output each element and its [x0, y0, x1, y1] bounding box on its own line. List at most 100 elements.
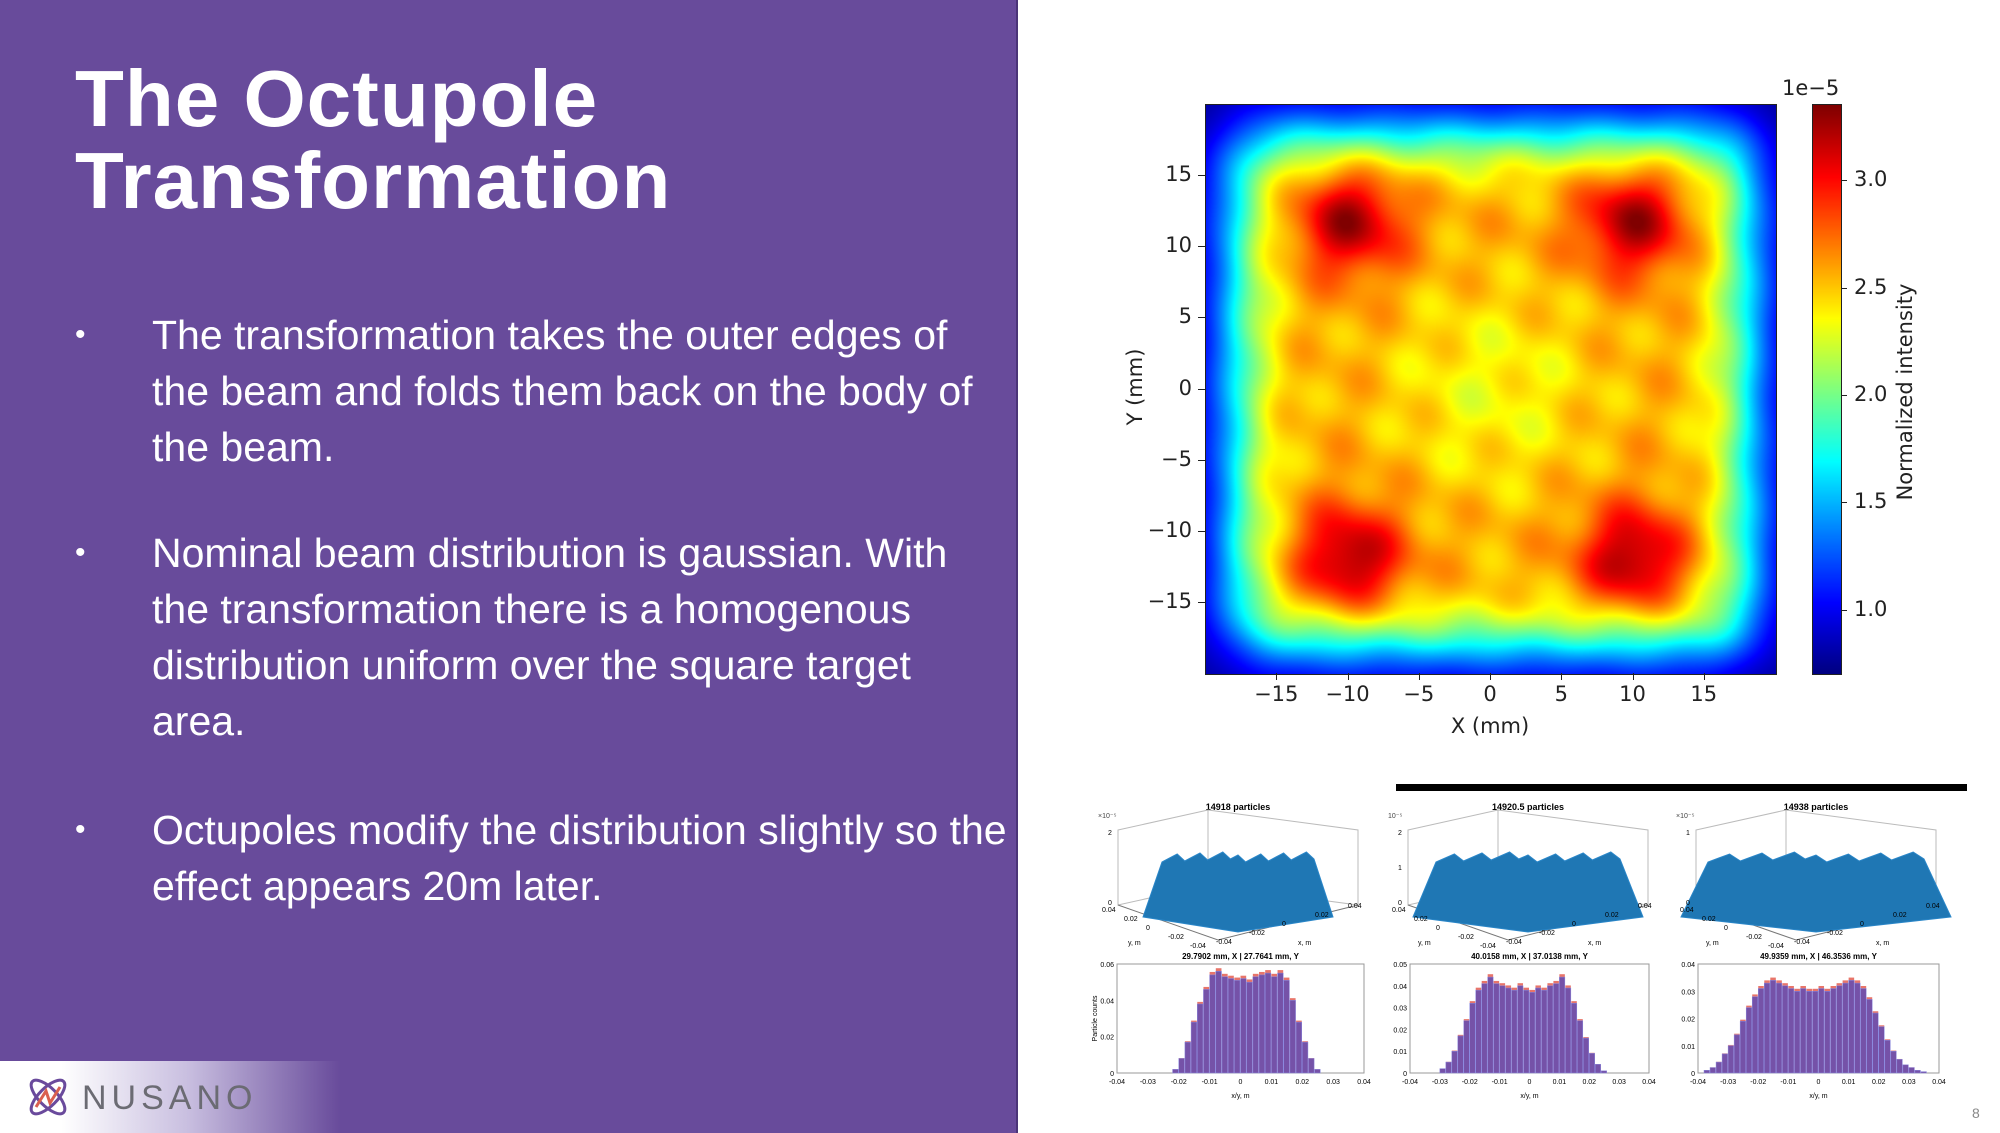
- x-tick-label: -0.03: [1140, 1079, 1156, 1086]
- colorbar-tick-label: 1.5: [1854, 489, 1888, 514]
- plot-title: 14920.5 particles: [1492, 802, 1564, 812]
- y-tick-mark: [1198, 388, 1205, 390]
- histogram-bar: [1806, 991, 1813, 1074]
- bullet-dot: •: [75, 813, 86, 846]
- histogram-bar: [1240, 978, 1247, 1074]
- histogram-bar: [1209, 974, 1216, 1074]
- 3d-histogram-surface: [1412, 851, 1644, 933]
- y-tick-label: 0.03: [1393, 1006, 1407, 1013]
- nusano-logo: NUSANO: [0, 1061, 340, 1133]
- histogram-bar-red: [1265, 970, 1271, 1073]
- histogram-bar: [1571, 1002, 1578, 1074]
- histogram-bar-red: [1818, 985, 1825, 1073]
- x-tick-mark: [1561, 673, 1563, 680]
- y-axis-label: y, m: [1418, 940, 1431, 947]
- x-tick-label: -0.02: [1827, 930, 1843, 937]
- x-tick-label: -0.01: [1202, 1079, 1218, 1086]
- bullet-text: The transformation takes the outer edges…: [152, 312, 973, 470]
- histogram-bar: [1505, 987, 1512, 1074]
- histogram-bar: [1439, 1068, 1446, 1074]
- x-tick-label: -0.01: [1492, 1079, 1508, 1086]
- x-tick-label: 0: [1483, 682, 1497, 706]
- x-tick-label: 0.02: [1872, 1079, 1886, 1086]
- x-tick-label: −10: [1325, 682, 1370, 706]
- y-tick-label: 0: [1436, 925, 1440, 932]
- histogram-bar-red: [1209, 971, 1216, 1073]
- x-tick-label: -0.03: [1432, 1079, 1448, 1086]
- plot-title: 40.0158 mm, X | 37.0138 mm, Y: [1471, 952, 1589, 961]
- y-tick-label: 0.06: [1100, 962, 1114, 969]
- x-tick-label: 0.04: [1932, 1079, 1946, 1086]
- histogram-bar-red: [1511, 987, 1518, 1073]
- axes-box: [1407, 809, 1649, 906]
- histogram-bar-red: [1589, 1052, 1595, 1073]
- histogram-bar: [1764, 982, 1771, 1074]
- histogram-bar-red: [1234, 977, 1240, 1073]
- histogram-bar: [1600, 1070, 1607, 1074]
- plot-area: [1697, 963, 1940, 1074]
- histogram-bar-red: [1283, 977, 1290, 1073]
- x-tick-label: -0.04: [1506, 939, 1522, 946]
- histogram-bar-red: [1577, 1019, 1583, 1073]
- page-number: 8: [1972, 1105, 1980, 1121]
- x-tick-label: -0.02: [1539, 930, 1555, 937]
- histogram-bar: [1890, 1050, 1897, 1074]
- bullet-text: Nominal beam distribution is gaussian. W…: [152, 530, 948, 744]
- histogram-bar: [1721, 1053, 1728, 1074]
- histogram-bar: [1184, 1041, 1191, 1074]
- histogram-bar-red: [1872, 1011, 1879, 1073]
- histogram-bar: [1481, 983, 1488, 1074]
- x-tick-label: -0.04: [1216, 939, 1232, 946]
- histogram-bar: [1872, 1012, 1879, 1074]
- y-tick-label: 0.01: [1393, 1049, 1407, 1056]
- histogram-bar: [1878, 1026, 1885, 1074]
- histogram-bar-red: [1866, 997, 1873, 1073]
- histogram-bar: [1830, 988, 1837, 1074]
- z-tick-label: 2: [1108, 830, 1112, 837]
- histogram-bar: [1758, 988, 1765, 1074]
- x-tick-label: -0.03: [1720, 1079, 1736, 1086]
- histogram-bar: [1770, 980, 1777, 1074]
- x-tick-label: 0.04: [1642, 1079, 1656, 1086]
- histogram-bar-red: [1228, 975, 1234, 1073]
- histogram-bar: [1559, 976, 1566, 1074]
- histogram-bar: [1271, 976, 1278, 1074]
- y-tick-label: 15: [1165, 162, 1192, 187]
- histogram-bar: [1800, 988, 1807, 1074]
- histogram-bar: [1824, 991, 1831, 1074]
- histogram-bar-red: [1240, 975, 1247, 1073]
- z-tick-label: 2: [1398, 830, 1402, 837]
- histogram-bar: [1583, 1037, 1590, 1074]
- histogram-bar: [1836, 985, 1843, 1074]
- colorbar: [1812, 104, 1842, 675]
- axes-floor: [1407, 904, 1649, 941]
- histogram-bar-red: [1277, 970, 1284, 1073]
- histogram-bar-red: [1806, 988, 1812, 1073]
- z-scale: ×10⁻⁵: [1098, 813, 1117, 820]
- histogram-bar: [1589, 1053, 1595, 1074]
- y-tick-label: 0.02: [1393, 1027, 1407, 1034]
- histogram-bar-red: [1314, 1069, 1321, 1073]
- histogram-bar: [1547, 985, 1554, 1074]
- plot-area: [1409, 963, 1650, 1074]
- histogram-bar: [1788, 988, 1795, 1074]
- histogram-bar-red: [1493, 980, 1500, 1073]
- plot-title: 14918 particles: [1206, 802, 1271, 812]
- histogram-bar-red: [1252, 973, 1259, 1073]
- x-tick-mark: [1347, 673, 1349, 680]
- x-tick-label: -0.04: [1109, 1079, 1125, 1086]
- x-tick-label: 0: [1860, 921, 1864, 928]
- y-tick-label: 0: [1146, 925, 1150, 932]
- colorbar-label: Normalized intensity: [1893, 283, 1917, 501]
- y-tick-label: -0.02: [1458, 934, 1474, 941]
- histogram-bar: [1553, 983, 1560, 1074]
- histogram-bar-red: [1794, 988, 1800, 1073]
- x-tick-mark: [1632, 673, 1634, 680]
- z-tick-label: 1: [1398, 865, 1402, 872]
- histogram-bar: [1812, 991, 1819, 1074]
- histogram-bar-red: [1302, 1041, 1308, 1073]
- y-tick-label: 0: [1110, 1071, 1114, 1078]
- bullet-dot: •: [75, 536, 86, 569]
- histogram-bar-red: [1836, 983, 1843, 1073]
- x-tick-label: -0.02: [1750, 1079, 1766, 1086]
